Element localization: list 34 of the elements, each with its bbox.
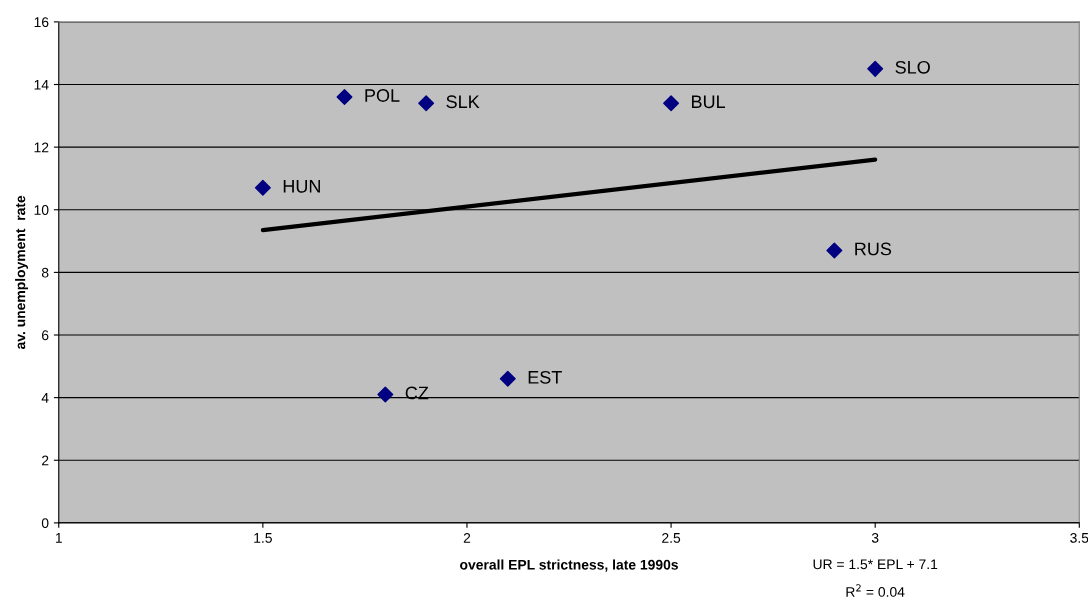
y-axis-title: av. unemployment rate	[15, 195, 29, 350]
point	[254, 179, 271, 196]
x-tick-label: 1	[55, 533, 62, 543]
annotation: RUS	[855, 242, 892, 256]
y-tick-label: 12	[34, 142, 49, 153]
point	[377, 386, 394, 403]
x-tick-label: 1.5	[254, 533, 272, 543]
x-tick-label: 2	[463, 532, 471, 543]
x-tick-label: 2.5	[662, 532, 681, 543]
point	[336, 89, 353, 106]
point	[499, 370, 516, 387]
annotation: BUL	[692, 95, 726, 109]
y-tick-label: 16	[34, 17, 49, 28]
text: R$^{2}$ = 0.04	[846, 584, 905, 597]
annotation: HUN	[283, 180, 320, 193]
point	[418, 95, 435, 112]
annotation: EST	[528, 370, 562, 384]
x-tick-label: 3	[871, 532, 879, 543]
y-tick-label: 2	[42, 455, 49, 466]
annotation: SLO	[895, 60, 930, 74]
y-tick-label: 8	[41, 267, 49, 278]
x-axis-title: overall EPL strictness, late 1990s	[460, 559, 678, 572]
y-tick-label: 6	[42, 330, 49, 341]
y-tick-label: 0	[41, 518, 49, 529]
point	[663, 95, 680, 112]
y-tick-label: 14	[34, 79, 49, 90]
y-tick-label: 4	[41, 393, 49, 403]
text: UR = 1.5* EPL + 7.1	[813, 559, 938, 570]
x-tick-label: 3.5	[1070, 532, 1088, 543]
point	[867, 60, 884, 77]
point	[826, 242, 843, 259]
y-tick-label: 10	[34, 205, 49, 215]
annotation: POL	[365, 89, 400, 102]
annotation: SLK	[446, 95, 480, 109]
